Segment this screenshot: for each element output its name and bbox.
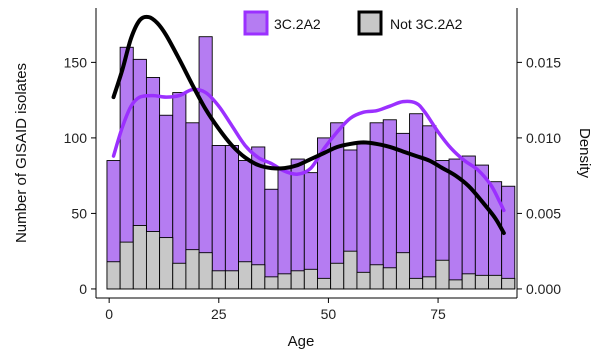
bar-not-3c2a2 (211, 270, 226, 290)
y-right-tick-label: 0.010 (526, 130, 561, 146)
legend: 3C.2A2 Not 3C.2A2 (243, 10, 463, 36)
bar-not-3c2a2 (448, 279, 463, 290)
bar-3c2a2 (224, 144, 239, 290)
bar-3c2a2 (172, 92, 187, 290)
legend-swatch-not-3c2a2 (357, 10, 383, 36)
axes (95, 8, 518, 299)
bar-not-3c2a2 (435, 259, 450, 290)
bar-3c2a2 (461, 155, 476, 290)
bar-not-3c2a2 (330, 262, 345, 290)
bar-not-3c2a2 (145, 231, 161, 290)
x-tick-label: 25 (211, 306, 227, 322)
bar-not-3c2a2 (317, 277, 332, 290)
y-right-tick-label: 0.015 (526, 54, 561, 70)
legend-swatch-3c2a2 (243, 10, 269, 36)
legend-label-3c2a2: 3C.2A2 (274, 16, 321, 32)
bar-not-3c2a2 (198, 252, 213, 290)
bar-not-3c2a2 (251, 264, 266, 290)
bar-not-3c2a2 (264, 276, 279, 290)
y-axis-right-label: Density (576, 128, 593, 179)
density-curve-not-3c2a2 (111, 14, 506, 236)
bar-3c2a2 (474, 164, 489, 290)
y-axis-right-ticks: 0.000 0.005 0.010 0.015 (517, 54, 561, 297)
bar-3c2a2 (409, 113, 424, 290)
bar-3c2a2 (422, 125, 437, 290)
bar-not-3c2a2 (303, 268, 318, 290)
bar-not-3c2a2 (159, 237, 174, 290)
bar-not-3c2a2 (224, 270, 239, 290)
y-right-tick-label: 0.005 (526, 205, 561, 221)
bar-3c2a2 (369, 122, 384, 290)
bar-3c2a2 (290, 158, 305, 290)
bar-not-3c2a2 (172, 262, 187, 290)
bar-not-3c2a2 (369, 264, 384, 290)
y-axis-left-ticks: 0 50 100 150 (64, 54, 96, 297)
legend-label-not-3c2a2: Not 3C.2A2 (390, 16, 463, 32)
bar-3c2a2 (317, 137, 332, 290)
bar-3c2a2 (211, 144, 226, 290)
bar-3c2a2 (501, 185, 516, 290)
bar-not-3c2a2 (356, 271, 371, 290)
density-curves-layer (111, 14, 506, 236)
bar-3c2a2 (198, 36, 213, 290)
bar-3c2a2 (488, 181, 503, 290)
x-tick-label: 75 (430, 306, 446, 322)
bar-not-3c2a2 (185, 249, 200, 290)
bar-not-3c2a2 (409, 277, 424, 290)
y-tick-label: 0 (79, 281, 87, 297)
y-axis-label: Number of GISAID isolates (13, 63, 30, 243)
x-tick-label: 0 (105, 306, 113, 322)
bar-not-3c2a2 (382, 267, 397, 290)
bar-not-3c2a2 (395, 252, 411, 290)
bar-not-3c2a2 (119, 241, 134, 290)
y-tick-label: 150 (64, 54, 88, 70)
bar-not-3c2a2 (461, 273, 476, 290)
density-curve-3c2a2 (111, 87, 506, 213)
bar-not-3c2a2 (238, 261, 253, 290)
bar-3c2a2 (356, 143, 371, 290)
y-tick-label: 50 (71, 205, 87, 221)
x-axis-ticks: 0 25 50 75 (105, 298, 446, 322)
bar-3c2a2 (277, 167, 292, 290)
bar-not-3c2a2 (488, 274, 503, 290)
bar-not-3c2a2 (106, 261, 121, 290)
bar-not-3c2a2 (277, 273, 292, 290)
bar-3c2a2 (264, 188, 279, 290)
bar-not-3c2a2 (343, 250, 358, 290)
bars-layer (106, 36, 516, 290)
bar-not-3c2a2 (474, 274, 489, 290)
y-tick-label: 100 (64, 130, 88, 146)
bar-not-3c2a2 (422, 276, 437, 290)
x-axis-label: Age (288, 333, 315, 350)
bar-not-3c2a2 (501, 277, 516, 290)
y-right-tick-label: 0.000 (526, 281, 561, 297)
bar-not-3c2a2 (132, 225, 147, 290)
bar-not-3c2a2 (290, 270, 305, 290)
x-tick-label: 50 (321, 306, 337, 322)
